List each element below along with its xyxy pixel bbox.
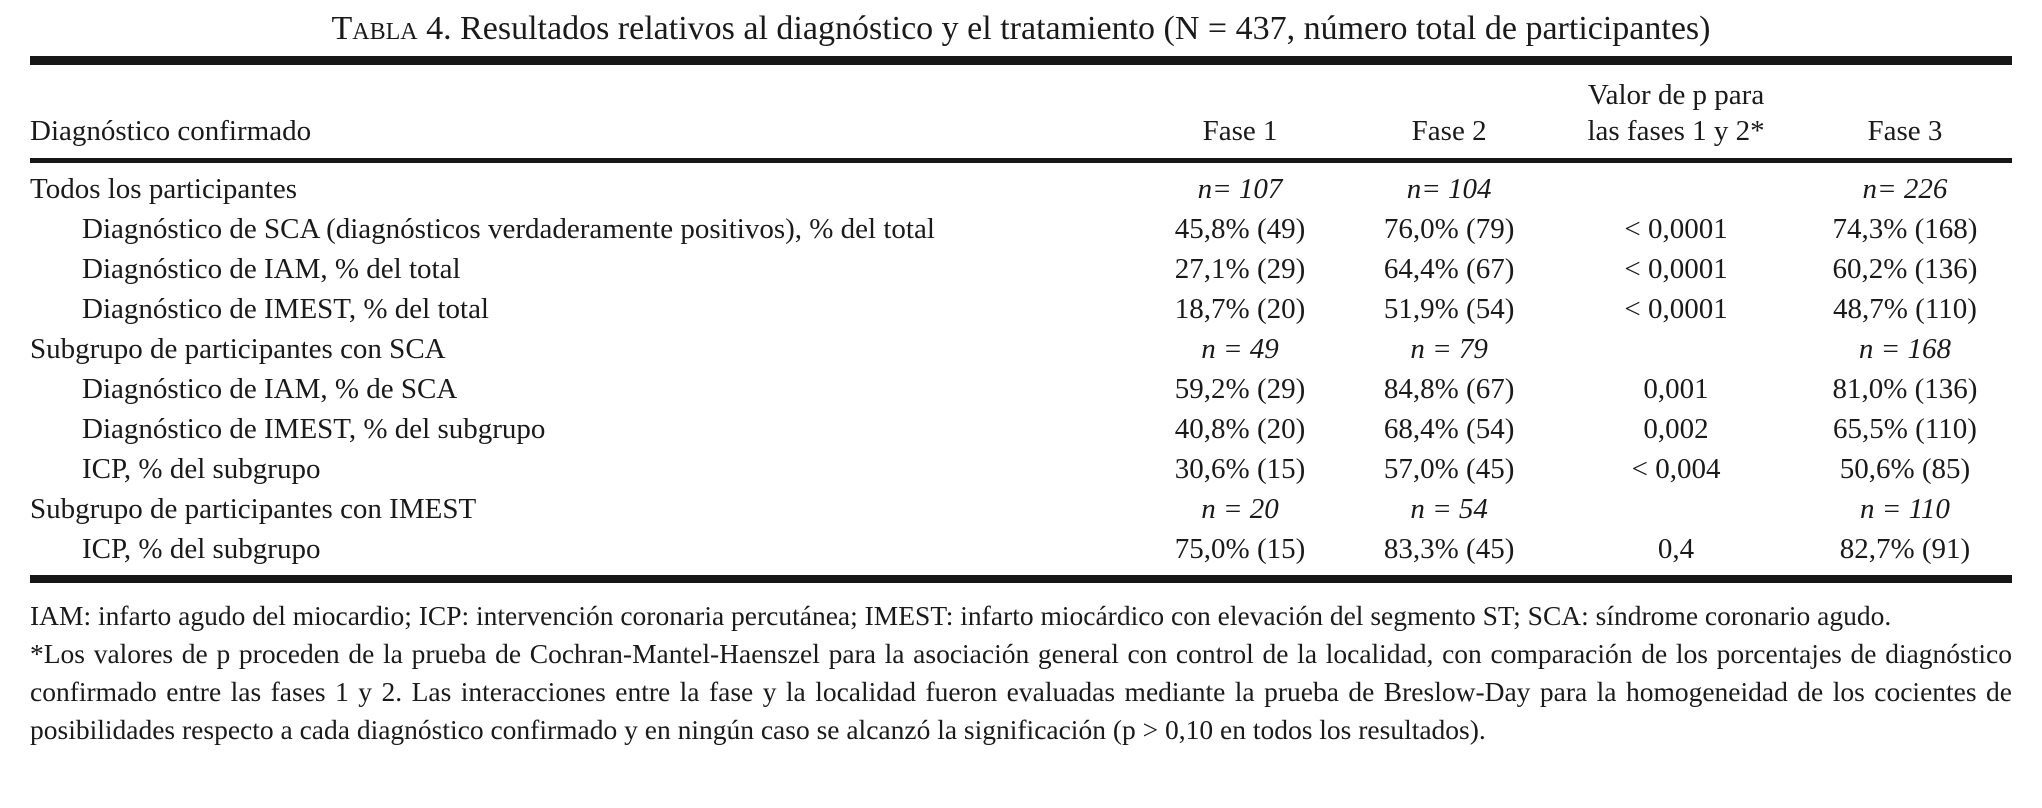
table-title: Tabla 4. Resultados relativos al diagnós… xyxy=(30,6,2012,52)
cell-fase1: 18,7% (20) xyxy=(1174,293,1306,325)
cell-fase3: 65,5% (110) xyxy=(1833,413,1977,445)
cell-fase1: 30,6% (15) xyxy=(1174,453,1306,485)
row-label: Diagnóstico de IMEST, % del total xyxy=(82,293,489,325)
table-figure: Tabla 4. Resultados relativos al diagnós… xyxy=(30,6,2012,749)
column-header-diagnostico: Diagnóstico confirmado xyxy=(30,65,1136,163)
table-body: Todos los participantes n= 107 n= 104 n=… xyxy=(30,161,2012,576)
cell-pvalue xyxy=(1554,329,1798,369)
table-row-subgrupo-imest: Subgrupo de participantes con IMEST n = … xyxy=(30,489,2012,529)
table-title-text: 4. Resultados relativos al diagnóstico y… xyxy=(417,10,1711,47)
cell-fase3: 81,0% (136) xyxy=(1832,373,1978,405)
header-row: Diagnóstico confirmado Fase 1 Fase 2 Val… xyxy=(30,65,2012,163)
cell-fase1: 45,8% (49) xyxy=(1174,213,1306,245)
cell-fase2: n= 104 xyxy=(1406,173,1492,205)
column-header-fase2: Fase 2 xyxy=(1344,65,1555,163)
footnote-abbreviations: IAM: infarto agudo del miocardio; ICP: i… xyxy=(30,600,1892,631)
table-row-sca-total: Diagnóstico de SCA (diagnósticos verdade… xyxy=(30,209,2012,249)
cell-fase2: n = 54 xyxy=(1410,493,1488,525)
table-header: Diagnóstico confirmado Fase 1 Fase 2 Val… xyxy=(30,65,2012,163)
cell-fase1: n = 49 xyxy=(1201,333,1279,365)
cell-pvalue xyxy=(1554,161,1798,210)
cell-fase3: n = 168 xyxy=(1858,333,1951,365)
table-row-imest-total: Diagnóstico de IMEST, % del total 18,7% … xyxy=(30,289,2012,329)
column-header-pvalue-line2: las fases 1 y 2* xyxy=(1587,115,1765,147)
cell-fase3: 60,2% (136) xyxy=(1832,253,1978,285)
results-table: Diagnóstico confirmado Fase 1 Fase 2 Val… xyxy=(30,65,2012,575)
column-header-fase1: Fase 1 xyxy=(1135,65,1345,163)
table-row-iam-total: Diagnóstico de IAM, % del total 27,1% (2… xyxy=(30,249,2012,289)
column-header-fase3: Fase 3 xyxy=(1797,65,2012,163)
cell-fase2: 83,3% (45) xyxy=(1383,533,1515,565)
row-label: ICP, % del subgrupo xyxy=(82,453,321,485)
row-label: Todos los participantes xyxy=(30,173,297,205)
row-label: Diagnóstico de IAM, % de SCA xyxy=(82,373,458,405)
cell-fase1: n = 20 xyxy=(1201,493,1279,525)
cell-pvalue: 0,4 xyxy=(1657,533,1695,565)
row-label: ICP, % del subgrupo xyxy=(82,533,321,565)
table-row-imest-subgrupo: Diagnóstico de IMEST, % del subgrupo 40,… xyxy=(30,409,2012,449)
cell-fase3: 50,6% (85) xyxy=(1839,453,1971,485)
cell-fase1: 27,1% (29) xyxy=(1174,253,1306,285)
bottom-rule xyxy=(30,575,2012,583)
footnote-pvalue-methods: *Los valores de p proceden de la prueba … xyxy=(30,638,2012,745)
top-rule xyxy=(30,56,2012,65)
cell-pvalue: < 0,004 xyxy=(1631,453,1721,485)
row-label: Subgrupo de participantes con SCA xyxy=(30,333,446,365)
cell-fase3: n= 226 xyxy=(1862,173,1948,205)
cell-pvalue: < 0,0001 xyxy=(1624,253,1728,285)
cell-pvalue: < 0,0001 xyxy=(1624,293,1728,325)
cell-fase3: 48,7% (110) xyxy=(1833,293,1977,325)
cell-fase3: 74,3% (168) xyxy=(1832,213,1978,245)
column-header-pvalue-line1: Valor de p para xyxy=(1587,79,1765,111)
cell-fase2: 76,0% (79) xyxy=(1383,213,1515,245)
table-row-iam-sca: Diagnóstico de IAM, % de SCA 59,2% (29) … xyxy=(30,369,2012,409)
cell-fase2: n = 79 xyxy=(1410,333,1488,365)
row-label: Subgrupo de participantes con IMEST xyxy=(30,493,477,525)
cell-pvalue: < 0,0001 xyxy=(1624,213,1728,245)
cell-pvalue xyxy=(1554,489,1798,529)
cell-fase2: 84,8% (67) xyxy=(1383,373,1515,405)
table-row-todos: Todos los participantes n= 107 n= 104 n=… xyxy=(30,161,2012,210)
footnotes: IAM: infarto agudo del miocardio; ICP: i… xyxy=(30,597,2012,749)
cell-fase2: 64,4% (67) xyxy=(1383,253,1515,285)
cell-fase2: 51,9% (54) xyxy=(1383,293,1515,325)
table-row-subgrupo-sca: Subgrupo de participantes con SCA n = 49… xyxy=(30,329,2012,369)
row-label: Diagnóstico de IAM, % del total xyxy=(82,253,461,285)
cell-fase3: 82,7% (91) xyxy=(1839,533,1971,565)
table-title-number: Tabla xyxy=(331,10,418,47)
cell-fase2: 68,4% (54) xyxy=(1383,413,1515,445)
cell-fase1: n= 107 xyxy=(1197,173,1283,205)
cell-pvalue: 0,002 xyxy=(1643,413,1709,445)
cell-fase1: 75,0% (15) xyxy=(1174,533,1306,565)
cell-pvalue: 0,001 xyxy=(1643,373,1709,405)
cell-fase1: 40,8% (20) xyxy=(1174,413,1306,445)
row-label: Diagnóstico de IMEST, % del subgrupo xyxy=(82,413,546,445)
cell-fase1: 59,2% (29) xyxy=(1174,373,1306,405)
cell-fase3: n = 110 xyxy=(1860,493,1950,525)
column-header-pvalue: Valor de p para las fases 1 y 2* xyxy=(1554,65,1798,163)
table-row-icp-imest: ICP, % del subgrupo 75,0% (15) 83,3% (45… xyxy=(30,529,2012,575)
table-row-icp-sca: ICP, % del subgrupo 30,6% (15) 57,0% (45… xyxy=(30,449,2012,489)
cell-fase2: 57,0% (45) xyxy=(1383,453,1515,485)
row-label: Diagnóstico de SCA (diagnósticos verdade… xyxy=(82,213,935,245)
